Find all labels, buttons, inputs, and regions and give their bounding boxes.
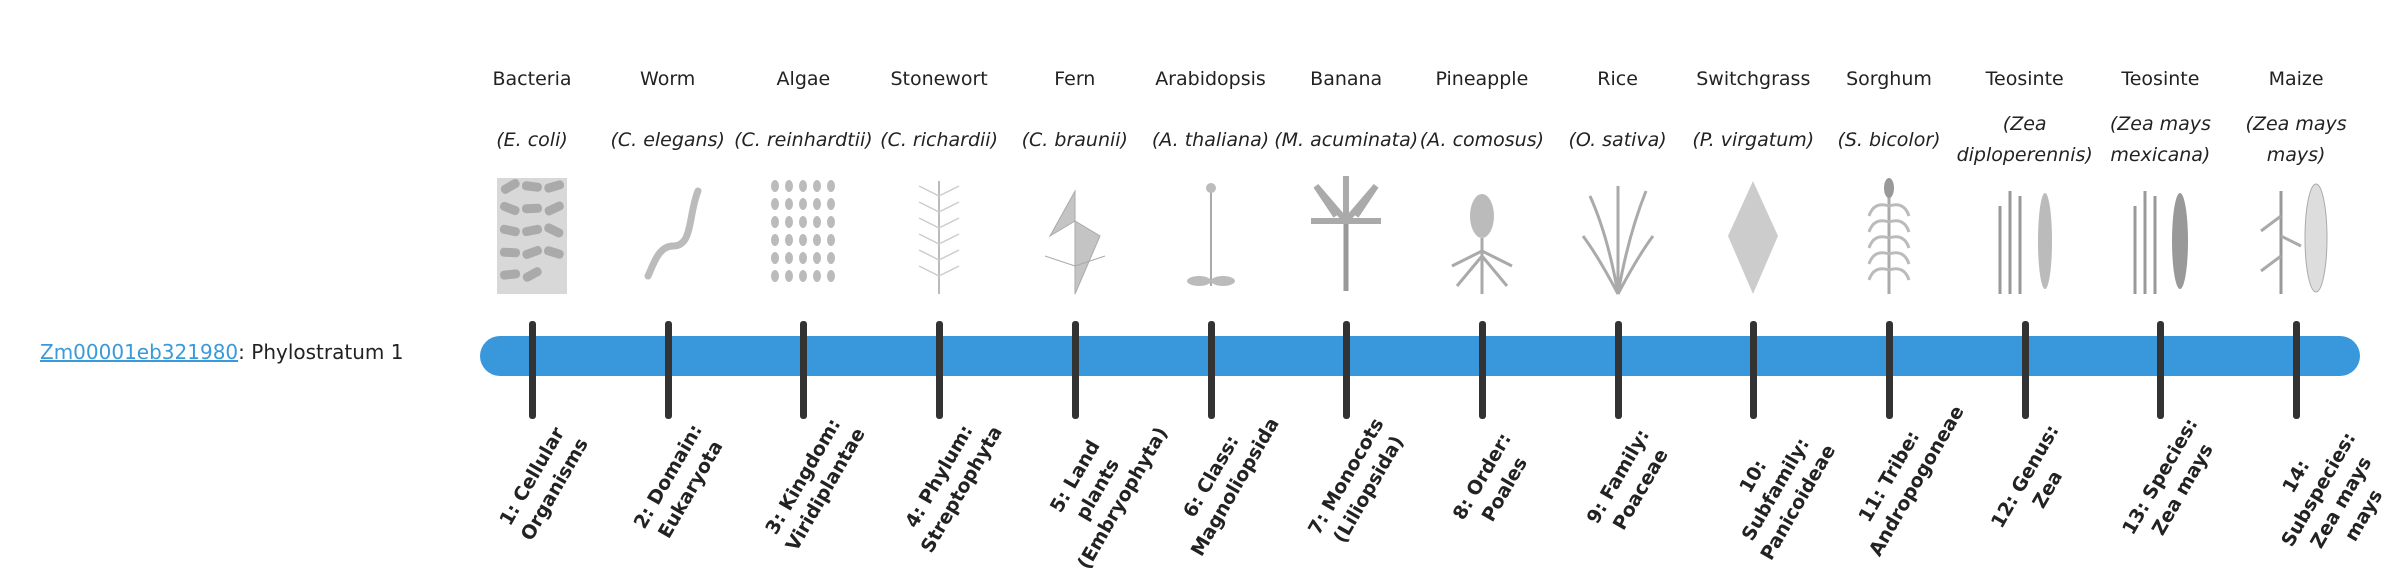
stratum-tick [664,321,672,419]
phylostratum-bar [480,336,2360,376]
maize-illustration-icon [2260,183,2328,294]
algae-illustration-icon [771,180,836,282]
stratum-label: 11: Tribe: Andropogoneae [1854,401,1969,560]
common-name: Rice [1597,68,1638,90]
common-name: Maize [2268,68,2324,90]
common-name: Teosinte [1985,68,2064,90]
pineapple-illustration-icon [1451,194,1513,294]
species-name: (S. bicolor) [1837,128,1941,151]
rice-illustration-icon [1581,186,1654,295]
common-name: Sorghum [1846,68,1932,90]
common-name: Arabidopsis [1155,68,1266,90]
gene-id-link[interactable]: Zm00001eb321980 [40,340,239,364]
species-name: (Zea mays mays) [2245,113,2347,166]
stratum-label: 5: Land plants (Embryophyta) [1045,423,1173,573]
stratum-tick [1478,321,1486,419]
stratum-tick [2293,321,2301,419]
species-name: (P. virgatum) [1692,128,1815,151]
switchgrass-illustration-icon [1728,181,1779,294]
stratum-tick [1750,321,1758,419]
common-name: Bacteria [492,68,572,90]
stratum-tick [1207,321,1215,419]
common-name: Teosinte [2121,68,2200,90]
stratum-label: 13: Species: Zea mays [2118,414,2219,540]
stratum-label: 10: Subfamily: Panicoideae [1735,434,1841,564]
common-name: Banana [1310,68,1383,90]
stratum-label: 12: Genus: Zea [1986,421,2067,532]
stonewort-illustration-icon [918,181,960,294]
common-name: Stonewort [890,68,988,90]
stratum-label: 3: Kingdom: Viridiplantae [761,414,871,555]
species-name: (C. richardii) [880,128,998,151]
common-name: Algae [776,68,831,90]
sorghum-illustration-icon [1867,178,1911,294]
stratum-tick [1071,321,1079,419]
species-name: (E. coli) [496,128,568,151]
stratum-label: 7: Monocots (Liliopsida) [1304,414,1409,547]
species-name: (C. reinhardtii) [734,128,873,151]
species-name: (Zea mays mexicana) [2109,113,2211,166]
stratum-label: 6: Class: Magnoliopsida [1178,413,1284,560]
stratum-tick [800,321,808,419]
phylostratum-text: : Phylostratum 1 [238,340,404,364]
banana-illustration-icon [1311,176,1382,291]
species-name: (M. acuminata) [1274,128,1419,151]
stratum-label: 2: Domain: Eukaryota [629,420,728,543]
species-name: (C. braunii) [1021,128,1128,151]
species-name: (Zea diploperennis) [1956,113,2093,166]
species-name: (A. comosus) [1419,128,1545,151]
gene-phylostratum-label: Zm00001eb321980: Phylostratum 1 [40,340,403,364]
fern-illustration-icon [1044,189,1105,295]
common-name: Pineapple [1435,68,1529,90]
stratum-tick [2157,321,2165,419]
stratum-label: 8: Order: Poales [1448,429,1532,526]
stratum-label: 1: Cellular Organisms [495,423,593,545]
stratum-label: 14: Subspecies: Zea mays mays [2277,428,2388,553]
species-name: (C. elegans) [610,128,725,151]
teosinte-mexicana-illustration-icon [2133,191,2189,294]
common-name: Worm [640,68,696,90]
stratum-label: 4: Phylum: Streptophyta [901,421,1007,557]
teosinte-illustration-icon [1998,191,2052,294]
common-name: Switchgrass [1696,68,1811,90]
stratum-tick [1343,321,1351,419]
stratum-tick [2021,321,2029,419]
stratum-label: 9: Family: Poaceae [1582,425,1673,534]
bacteria-illustration-icon [497,178,567,294]
species-name: (A. thaliana) [1151,128,1270,151]
species-name: (O. sativa) [1568,128,1667,151]
arabidopsis-illustration-icon [1186,183,1235,286]
stratum-tick [1614,321,1622,419]
common-name: Fern [1054,68,1096,90]
stratum-tick [529,321,536,419]
worm-illustration-icon [644,187,702,280]
stratum-tick [936,321,944,419]
stratum-tick [1886,321,1893,419]
